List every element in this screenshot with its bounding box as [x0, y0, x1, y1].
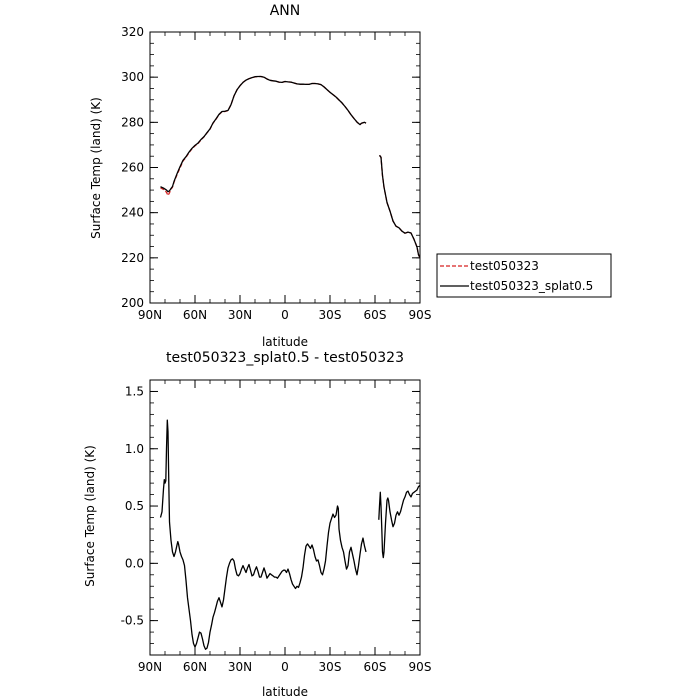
- chart-2-panel: -0.5 0.0 0.5 1.0 1.5 90N 60N 30N 0 30S 60S 90S: [121, 379, 432, 674]
- y-tick-label: 300: [121, 70, 144, 84]
- plot-frame: [149, 31, 421, 304]
- chart-1-panel: 200 220 240 260 280 300 320 90N 60N 30N 0 30S 60S 90S: [121, 25, 431, 322]
- x-tick-label: 30N: [228, 660, 252, 674]
- y-tick-label: 1.0: [125, 442, 144, 456]
- legend-label-2: test050323_splat0.5: [470, 279, 593, 293]
- chart-2-title: test050323_splat0.5 - test050323: [166, 350, 404, 366]
- x-tick-label: 60N: [183, 660, 207, 674]
- chart-1-xlabel: latitude: [262, 335, 308, 349]
- x-tick-label: 30N: [228, 308, 252, 322]
- series-line-2: [160, 75, 367, 193]
- y-tick-label: 1.5: [125, 384, 144, 398]
- chart-2-xlabel: latitude: [262, 685, 308, 699]
- y-tick-label: 200: [121, 296, 144, 310]
- x-tick-label: 90S: [409, 308, 432, 322]
- y-tick-label: 320: [121, 25, 144, 39]
- x-tick-label: 0: [281, 308, 289, 322]
- x-tick-label: 90S: [409, 660, 432, 674]
- y-tick-label: 0.0: [125, 556, 144, 570]
- x-tick-label: 30S: [319, 308, 342, 322]
- y-tick-label: 240: [121, 206, 144, 220]
- series-line-1: [378, 154, 420, 259]
- x-tick-label: 60S: [364, 308, 387, 322]
- x-tick-label: 60S: [364, 660, 387, 674]
- y-tick-label: 260: [121, 161, 144, 175]
- minor-ticks: [149, 31, 421, 304]
- x-tick-label: 60N: [183, 308, 207, 322]
- chart-1-ylabel: Surface Temp (land) (K): [89, 97, 103, 239]
- chart-1-title: ANN: [270, 3, 301, 19]
- y-tick-label: -0.5: [121, 614, 144, 628]
- y-tick-label: 280: [121, 115, 144, 129]
- series-line-1: [378, 484, 420, 559]
- legend-box: [436, 253, 612, 298]
- chart-2-ylabel: Surface Temp (land) (K): [83, 445, 97, 587]
- x-tick-label: 90N: [138, 660, 162, 674]
- y-tick-label: 220: [121, 251, 144, 265]
- x-tick-label: 90N: [138, 308, 162, 322]
- x-tick-label: 30S: [319, 660, 342, 674]
- series-line-1: [159, 419, 367, 650]
- series-line-1: [160, 75, 367, 197]
- y-tick-label: 0.5: [125, 499, 144, 513]
- legend-label-1: test050323: [470, 259, 539, 273]
- series-line-2: [378, 154, 420, 259]
- chart-1-legend: test050323 test050323_splat0.5: [436, 253, 612, 298]
- x-tick-label: 0: [281, 660, 289, 674]
